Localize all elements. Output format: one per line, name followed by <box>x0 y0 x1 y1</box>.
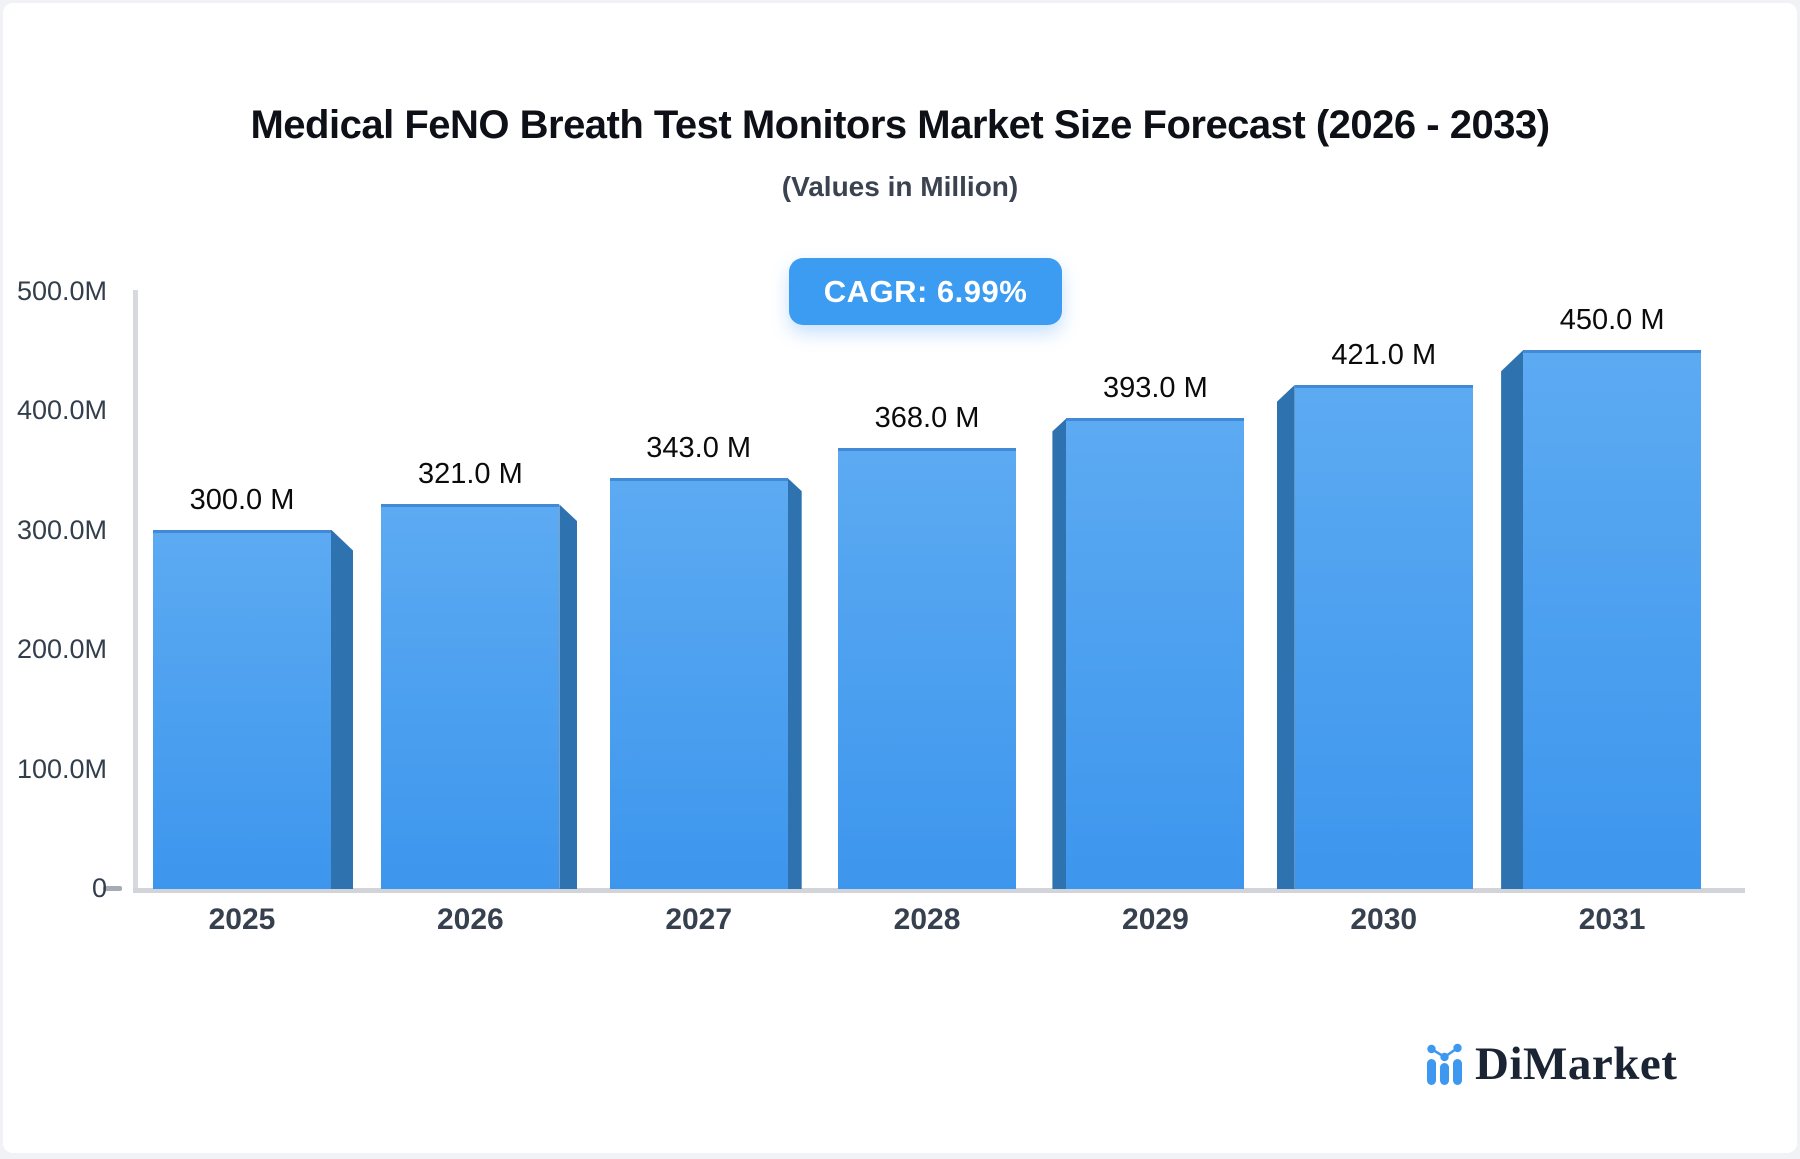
bar-2026-3d-side <box>559 504 578 889</box>
bar-2030 <box>1294 384 1473 889</box>
cagr-badge: CAGR: 6.99% <box>789 258 1062 325</box>
bar-2031 <box>1523 350 1702 889</box>
value-label-2025: 300.0 M <box>189 483 295 516</box>
y-axis-label-100: 100.0M <box>16 753 107 784</box>
y-axis-label-200: 200.0M <box>16 634 107 664</box>
bar-2025 <box>153 529 331 889</box>
chart-subtitle: (Values in Million) <box>781 171 1019 202</box>
bar-2026 <box>381 504 560 889</box>
value-label-2028: 368.0 M <box>874 402 980 435</box>
value-label-2030: 421.0 M <box>1331 338 1437 371</box>
plot-area: 0 100.0M 200.0M 300.0M 400.0M 500.0M 300.0 M 2… <box>3 3 1800 1159</box>
bar-2027-3d-side <box>787 478 802 889</box>
brand-logo: DiMarket <box>1425 1041 1677 1088</box>
bar-2025-3d-side <box>331 529 353 889</box>
category-label-2031: 2031 <box>1578 903 1646 936</box>
bar-2027 <box>609 478 788 889</box>
bar-2029-3d-side <box>1052 418 1067 889</box>
bar-2029 <box>1066 418 1245 889</box>
y-axis-line <box>133 290 138 893</box>
chart-card: Medical FeNO Breath Test Monitors Market… <box>3 3 1797 1153</box>
category-label-2026: 2026 <box>436 903 504 936</box>
category-label-2029: 2029 <box>1122 903 1189 936</box>
bar-2031-3d-side <box>1501 350 1524 889</box>
bar-2030-3d-side <box>1276 384 1295 889</box>
value-label-2026: 321.0 M <box>417 458 523 491</box>
category-label-2030: 2030 <box>1350 903 1418 936</box>
logo-text: DiMarket <box>1475 1038 1678 1090</box>
value-label-2031: 450.0 M <box>1559 304 1665 337</box>
y-axis-label-0: 0 <box>91 873 107 903</box>
category-label-2027: 2027 <box>665 903 733 936</box>
x-axis-line <box>133 888 1745 893</box>
category-label-2028: 2028 <box>893 903 961 936</box>
y-axis-label-300: 300.0M <box>16 514 107 545</box>
y-axis-label-400: 400.0M <box>16 395 107 425</box>
bar-2028 <box>838 448 1017 889</box>
category-label-2025: 2025 <box>208 903 276 936</box>
value-label-2029: 393.0 M <box>1102 372 1208 405</box>
chart-title: Medical FeNO Breath Test Monitors Market… <box>250 103 1550 147</box>
y-axis-label-500: 500.0M <box>16 275 107 306</box>
value-label-2027: 343.0 M <box>646 432 752 465</box>
zero-tick-dash <box>103 886 122 891</box>
bar-chart-trend-icon <box>1427 1043 1462 1085</box>
